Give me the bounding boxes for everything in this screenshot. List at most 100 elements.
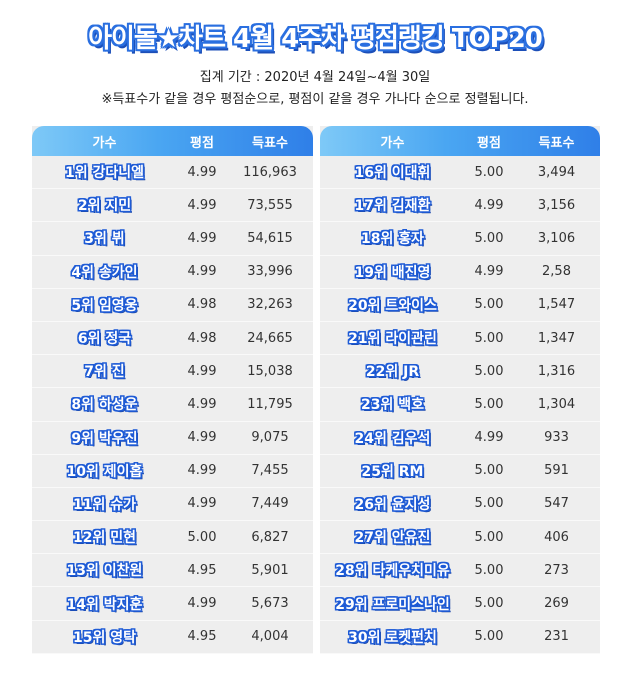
table-row: 3위 뷔 4.99 54,615	[32, 222, 313, 256]
table-header: 가수 평점 득표수	[320, 126, 600, 156]
score-value: 5.00	[474, 562, 504, 578]
singer-name: 13위 이찬원	[66, 563, 143, 580]
singer-name: 20위 트와이스	[348, 297, 437, 314]
singer-name: 26위 윤지성	[354, 496, 431, 513]
score-value: 4.99	[187, 596, 217, 612]
sort-note: ※득표수가 같을 경우 평점순으로, 평점이 같을 경우 가나다 순으로 정렬됩…	[101, 92, 529, 107]
score-value: 4.99	[187, 230, 217, 246]
table-row: 21위 라이관린 5.00 1,347	[320, 322, 600, 356]
votes-value: 3,156	[537, 197, 576, 213]
table-row: 26위 윤지성 5.00 547	[320, 488, 600, 522]
votes-value: 231	[544, 629, 569, 645]
votes-value: 1,304	[537, 396, 576, 412]
score-value: 5.00	[474, 164, 504, 180]
header-score: 평점	[477, 135, 501, 151]
singer-name: 16위 이대휘	[354, 165, 431, 182]
singer-name: 9위 박우진	[71, 430, 138, 447]
singer-name: 25위 RM	[361, 463, 424, 480]
singer-name: 1위 강다니엘	[64, 165, 144, 182]
score-value: 4.99	[187, 363, 217, 379]
votes-value: 406	[544, 529, 569, 545]
table-row: 17위 김재환 4.99 3,156	[320, 189, 600, 223]
table-row: 23위 백호 5.00 1,304	[320, 388, 600, 422]
table-row: 20위 트와이스 5.00 1,547	[320, 289, 600, 322]
singer-name: 15위 영탁	[73, 629, 136, 646]
score-value: 4.99	[187, 496, 217, 512]
votes-value: 6,827	[251, 529, 289, 545]
singer-name: 11위 슈가	[73, 496, 136, 513]
score-value: 4.99	[187, 164, 217, 180]
score-value: 5.00	[474, 396, 504, 412]
score-value: 4.99	[474, 264, 504, 280]
score-value: 4.99	[187, 396, 217, 412]
votes-value: 24,665	[247, 330, 293, 346]
votes-value: 5,901	[251, 562, 289, 578]
table-row: 16위 이대휘 5.00 3,494	[320, 156, 600, 190]
votes-value: 9,075	[251, 430, 289, 446]
header-score: 평점	[190, 135, 214, 151]
table-row: 9위 박우진 4.99 9,075	[32, 422, 313, 455]
score-value: 5.00	[474, 330, 504, 346]
table-row: 24위 김우석 4.99 933	[320, 422, 600, 455]
table-row: 18위 홍자 5.00 3,106	[320, 222, 600, 256]
singer-name: 5위 임영웅	[71, 297, 138, 314]
score-value: 5.00	[474, 297, 504, 313]
singer-name: 14위 박지훈	[66, 596, 143, 613]
table-row: 28위 타케우치미유 5.00 273	[320, 554, 600, 588]
singer-name: 2위 지민	[77, 198, 132, 215]
chart-title: 아이돌★차트 4월 4주차 평점랭킹 TOP20	[88, 24, 543, 54]
table-row: 1위 강다니엘 4.99 116,963	[32, 156, 313, 190]
table-row: 2위 지민 4.99 73,555	[32, 189, 313, 223]
score-value: 5.00	[474, 629, 504, 645]
singer-name: 18위 홍자	[361, 231, 424, 248]
score-value: 4.99	[187, 463, 217, 479]
table-row: 11위 슈가 4.99 7,449	[32, 488, 313, 522]
header-votes: 득표수	[252, 135, 288, 151]
score-value: 5.00	[474, 363, 504, 379]
singer-name: 6위 정국	[77, 331, 132, 348]
score-value: 4.98	[187, 330, 217, 346]
singer-name: 12위 민현	[73, 530, 136, 547]
votes-value: 1,547	[537, 297, 576, 313]
votes-value: 32,263	[247, 297, 293, 313]
votes-value: 3,106	[537, 230, 576, 246]
votes-value: 7,449	[251, 496, 289, 512]
singer-name: 28위 타케우치미유	[335, 563, 450, 580]
table-row: 10위 제이홉 4.99 7,455	[32, 455, 313, 488]
score-value: 4.99	[187, 197, 217, 213]
period-text: 집계 기간 : 2020년 4월 24일~4월 30일	[199, 70, 431, 85]
table-row: 7위 진 4.99 15,038	[32, 355, 313, 389]
votes-value: 7,455	[251, 463, 289, 479]
singer-name: 10위 제이홉	[66, 463, 143, 480]
table-row: 4위 송가인 4.99 33,996	[32, 256, 313, 289]
score-value: 5.00	[474, 596, 504, 612]
table-row: 25위 RM 5.00 591	[320, 455, 600, 488]
ranking-table-left: 가수 평점 득표수 1위 강다니엘 4.99 116,963 2위 지민 4.99 73,…	[32, 126, 313, 654]
score-value: 4.99	[187, 430, 217, 446]
ranking-table-right: 가수 평점 득표수 16위 이대휘 5.00 3,494 17위 김재환 4.99 3,1…	[320, 126, 600, 654]
singer-name: 17위 김재환	[354, 198, 431, 215]
header-singer: 가수	[380, 135, 405, 151]
header-votes: 득표수	[538, 135, 575, 151]
votes-value: 15,038	[247, 363, 293, 379]
table-row: 12위 민현 5.00 6,827	[32, 521, 313, 555]
votes-value: 2,58	[542, 264, 571, 280]
votes-value: 73,555	[247, 197, 293, 213]
singer-name: 21위 라이관린	[348, 331, 437, 348]
votes-value: 33,996	[247, 264, 293, 280]
table-row: 5위 임영웅 4.98 32,263	[32, 289, 313, 322]
table-row: 19위 배진영 4.99 2,58	[320, 256, 600, 289]
table-body: 16위 이대휘 5.00 3,494 17위 김재환 4.99 3,156 18위 홍자 5.…	[320, 156, 600, 654]
votes-value: 933	[544, 430, 569, 446]
singer-name: 19위 배진영	[354, 264, 431, 281]
table-row: 30위 로켓펀치 5.00 231	[320, 621, 600, 654]
votes-value: 5,673	[251, 596, 289, 612]
votes-value: 1,347	[537, 330, 576, 346]
singer-name: 7위 진	[84, 364, 125, 381]
score-value: 4.98	[187, 297, 217, 313]
singer-name: 8위 하성운	[71, 397, 138, 414]
votes-value: 547	[544, 496, 569, 512]
votes-value: 1,316	[537, 363, 576, 379]
votes-value: 269	[544, 596, 569, 612]
table-row: 15위 영탁 4.95 4,004	[32, 621, 313, 654]
